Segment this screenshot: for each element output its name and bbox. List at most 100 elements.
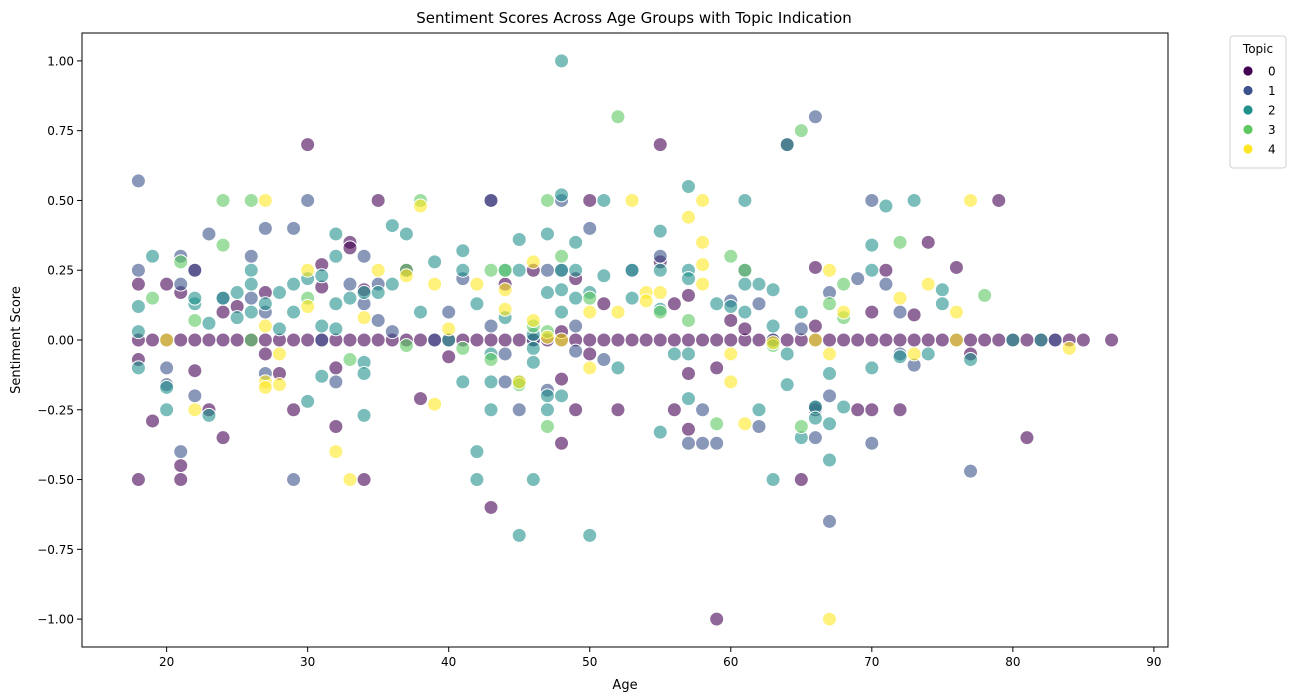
data-point-topic-4 (427, 276, 443, 292)
data-point-topic-4 (948, 332, 964, 348)
data-point-topic-4 (695, 276, 711, 292)
data-point-topic-3 (243, 332, 259, 348)
x-tick-label: 60 (723, 655, 738, 669)
data-point-topic-2 (130, 324, 146, 340)
legend-label-topic-1: 1 (1268, 84, 1276, 98)
y-tick-label: −1.00 (37, 613, 74, 627)
data-point-topic-2 (737, 192, 753, 208)
data-point-topic-0 (652, 137, 668, 153)
data-point-topic-2 (511, 232, 527, 248)
data-point-topic-0 (328, 419, 344, 435)
data-point-topic-0 (215, 332, 231, 348)
data-point-topic-2 (469, 444, 485, 460)
data-point-topic-0 (666, 402, 682, 418)
legend-label-topic-2: 2 (1268, 104, 1276, 118)
data-point-topic-2 (864, 360, 880, 376)
data-point-topic-1 (173, 276, 189, 292)
data-point-topic-2 (610, 360, 626, 376)
data-point-topic-0 (991, 192, 1007, 208)
data-point-topic-2 (243, 276, 259, 292)
data-point-topic-4 (624, 192, 640, 208)
data-point-topic-0 (173, 472, 189, 488)
data-point-topic-1 (807, 430, 823, 446)
data-point-topic-0 (878, 262, 894, 278)
data-point-topic-3 (145, 290, 161, 306)
y-tick-label: −0.50 (37, 473, 74, 487)
legend-marker-topic-1 (1242, 85, 1254, 96)
legend-marker-topic-4 (1242, 143, 1254, 155)
chart-title: Sentiment Scores Across Age Groups with … (416, 9, 851, 27)
data-point-topic-4 (836, 304, 852, 320)
data-point-topic-0 (751, 332, 767, 348)
data-point-topic-4 (525, 312, 541, 328)
data-point-topic-4 (356, 310, 372, 326)
data-point-topic-0 (977, 332, 993, 348)
data-point-topic-1 (568, 343, 584, 359)
x-axis: 20 30 40 50 60 70 80 90 (159, 647, 1162, 669)
data-point-topic-1 (850, 271, 866, 287)
y-tick-label: −0.25 (37, 403, 74, 417)
data-point-topic-2 (822, 452, 838, 468)
data-point-topic-1 (286, 472, 302, 488)
data-point-topic-1 (807, 109, 823, 125)
data-point-topic-0 (441, 349, 457, 365)
data-point-topic-2 (568, 234, 584, 250)
data-point-topic-1 (159, 360, 175, 376)
data-point-topic-2 (793, 304, 809, 320)
data-point-topic-2 (765, 472, 781, 488)
legend: Topic 0 1 2 3 4 (1229, 35, 1287, 169)
data-point-topic-2 (455, 243, 471, 259)
data-point-topic-0 (370, 332, 386, 348)
data-point-topic-3 (455, 340, 471, 356)
data-point-topic-2 (356, 365, 372, 381)
data-point-topic-0 (596, 332, 612, 348)
data-point-topic-1 (314, 332, 330, 348)
data-point-topic-0 (920, 234, 936, 250)
data-point-topic-0 (568, 402, 584, 418)
data-point-topic-4 (159, 332, 175, 348)
data-point-topic-2 (666, 346, 682, 362)
data-point-topic-4 (695, 257, 711, 273)
data-point-topic-2 (864, 237, 880, 253)
data-point-topic-2 (229, 310, 245, 326)
x-tick-label: 20 (159, 655, 174, 669)
x-tick-label: 40 (441, 655, 456, 669)
data-point-topic-0 (511, 332, 527, 348)
data-point-topic-4 (638, 293, 654, 309)
data-point-topic-2 (596, 268, 612, 284)
data-point-topic-0 (948, 259, 964, 275)
data-point-topic-2 (257, 296, 273, 312)
x-tick-label: 80 (1005, 655, 1020, 669)
data-point-topic-1 (822, 388, 838, 404)
data-point-topic-0 (483, 499, 499, 515)
data-point-topic-4 (370, 262, 386, 278)
data-point-topic-2 (525, 340, 541, 356)
data-point-topic-0 (582, 346, 598, 362)
y-tick-label: −0.75 (37, 543, 74, 557)
data-point-topic-4 (723, 346, 739, 362)
data-point-topic-4 (271, 377, 287, 393)
data-point-topic-2 (314, 368, 330, 384)
x-tick-label: 50 (582, 655, 597, 669)
data-point-topic-2 (680, 271, 696, 287)
data-point-topic-4 (807, 332, 823, 348)
data-point-topic-4 (427, 396, 443, 412)
data-point-topic-4 (257, 379, 273, 395)
data-point-topic-2 (765, 318, 781, 334)
data-point-topic-1 (257, 220, 273, 236)
data-point-topic-2 (328, 248, 344, 264)
data-point-topic-0 (370, 192, 386, 208)
data-point-topic-4 (342, 472, 358, 488)
legend-title: Topic (1242, 42, 1273, 56)
data-point-topic-2 (779, 377, 795, 393)
data-point-topic-3 (539, 419, 555, 435)
data-point-topic-0 (1104, 332, 1120, 348)
data-point-topic-2 (934, 296, 950, 312)
data-point-topic-0 (130, 276, 146, 292)
data-point-topic-1 (370, 312, 386, 328)
data-point-topic-4 (511, 374, 527, 390)
data-point-topic-1 (822, 513, 838, 529)
data-point-topic-2 (836, 399, 852, 415)
data-point-topic-4 (963, 192, 979, 208)
data-point-topic-0 (906, 332, 922, 348)
